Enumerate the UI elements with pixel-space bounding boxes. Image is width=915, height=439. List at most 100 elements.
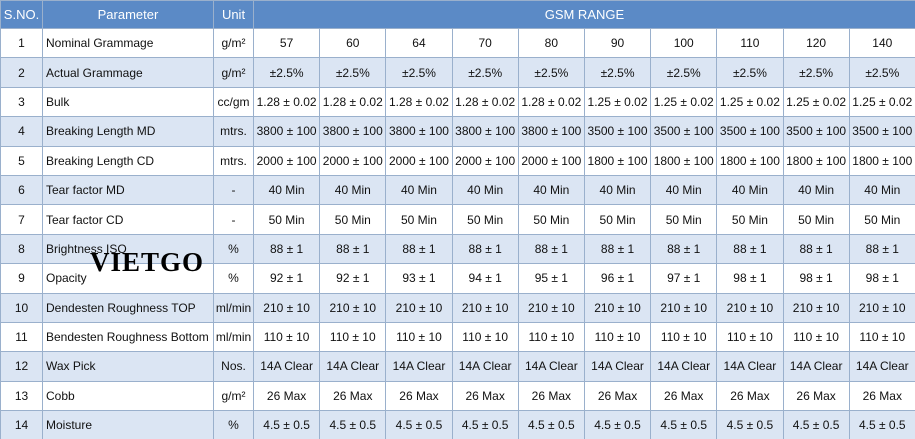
table-row: 1 Nominal Grammage g/m² 57 60 64 70 80 90 100 110 1… bbox=[0, 27, 915, 59]
value-cell: 3800 ± 100 bbox=[385, 116, 453, 147]
value-cell: 80 bbox=[517, 27, 585, 59]
sno-cell: 2 bbox=[0, 57, 43, 88]
table-row: 5 Breaking Length CD mtrs. 2000 ± 100 2000 ±… bbox=[0, 145, 915, 176]
value-cell: 40 Min bbox=[782, 174, 850, 206]
sno-cell: 1 bbox=[0, 27, 43, 59]
value-cell: 14A Clear bbox=[716, 351, 784, 382]
value-cell: 1800 ± 100 bbox=[782, 145, 850, 176]
value-cell: 110 ± 10 bbox=[385, 321, 453, 353]
value-cell: 64 bbox=[385, 27, 453, 59]
value-cell: 210 ± 10 bbox=[716, 292, 784, 323]
value-cell: 88 ± 1 bbox=[385, 233, 453, 265]
value-cell: 14A Clear bbox=[650, 351, 718, 382]
value-cell: 210 ± 10 bbox=[782, 292, 850, 323]
table-row: 11 Bendesten Roughness Bottom ml/min 110 ± … bbox=[0, 321, 915, 353]
table-row: 14 Moisture% 4.5 ± 0.5 4.5 ± 0.5 4.5 ± 0.5 4.… bbox=[0, 410, 915, 439]
value-cell: 98 ± 1 bbox=[716, 263, 784, 294]
value-cell: 40 Min bbox=[451, 174, 519, 206]
value-cell: 110 ± 10 bbox=[517, 321, 585, 353]
value-cell: 26 Max bbox=[451, 380, 519, 412]
value-cell: 110 ± 10 bbox=[848, 321, 915, 353]
value-cell: ±2.5% bbox=[650, 57, 718, 88]
header-cell: S.NO. bbox=[0, 0, 43, 29]
value-cell: 210 ± 10 bbox=[848, 292, 915, 323]
unit-cell: g/m² bbox=[213, 380, 254, 412]
sno-cell: 5 bbox=[0, 145, 43, 176]
value-cell: 3500 ± 100 bbox=[848, 116, 915, 147]
value-cell: 210 ± 10 bbox=[583, 292, 652, 323]
value-cell: 26 Max bbox=[319, 380, 387, 412]
value-cell: 50 Min bbox=[252, 204, 321, 235]
value-cell: 1800 ± 100 bbox=[716, 145, 784, 176]
value-cell: 88 ± 1 bbox=[451, 233, 519, 265]
value-cell: 92 ± 1 bbox=[252, 263, 321, 294]
unit-cell: g/m² bbox=[213, 57, 254, 88]
value-cell: ±2.5% bbox=[517, 57, 585, 88]
unit-cell: - bbox=[213, 174, 254, 206]
unit-cell: % bbox=[213, 410, 254, 439]
value-cell: 14A Clear bbox=[385, 351, 453, 382]
value-cell: 40 Min bbox=[716, 174, 784, 206]
value-cell: 1.25 ± 0.02 bbox=[848, 86, 915, 118]
value-cell: 2000 ± 100 bbox=[319, 145, 387, 176]
table-row: 12 Wax Pick Nos. 14A Clear 14A Clear 14A Clea… bbox=[0, 351, 915, 382]
value-cell: 88 ± 1 bbox=[782, 233, 850, 265]
value-cell: 70 bbox=[451, 27, 519, 59]
parameter-cell: Dendesten Roughness TOP bbox=[42, 292, 214, 323]
table-row: 8 Brightness ISO% 88 ± 1 88 ± 1 88 ± 1 88 ± 1… bbox=[0, 233, 915, 265]
value-cell: 14A Clear bbox=[583, 351, 652, 382]
parameter-cell: Tear factor MD bbox=[42, 174, 214, 206]
value-cell: 4.5 ± 0.5 bbox=[451, 410, 519, 439]
value-cell: 40 Min bbox=[385, 174, 453, 206]
value-cell: 4.5 ± 0.5 bbox=[252, 410, 321, 439]
value-cell: 50 Min bbox=[517, 204, 585, 235]
value-cell: 210 ± 10 bbox=[650, 292, 718, 323]
unit-cell: ml/min bbox=[213, 292, 254, 323]
value-cell: ±2.5% bbox=[716, 57, 784, 88]
value-cell: ±2.5% bbox=[451, 57, 519, 88]
sno-cell: 7 bbox=[0, 204, 43, 235]
header-cell: Unit bbox=[213, 0, 254, 29]
parameter-cell: Bendesten Roughness Bottom bbox=[42, 321, 214, 353]
value-cell: 3500 ± 100 bbox=[583, 116, 652, 147]
value-cell: 1800 ± 100 bbox=[848, 145, 915, 176]
value-cell: 210 ± 10 bbox=[319, 292, 387, 323]
sno-cell: 8 bbox=[0, 233, 43, 265]
unit-cell: - bbox=[213, 204, 254, 235]
parameter-cell: Breaking Length MD bbox=[42, 116, 214, 147]
value-cell: 50 Min bbox=[716, 204, 784, 235]
value-cell: 110 ± 10 bbox=[782, 321, 850, 353]
value-cell: 1.28 ± 0.02 bbox=[319, 86, 387, 118]
value-cell: 26 Max bbox=[650, 380, 718, 412]
value-cell: 14A Clear bbox=[782, 351, 850, 382]
header-row: S.NO. Parameter Unit GSM RANGE bbox=[0, 0, 915, 29]
value-cell: 14A Clear bbox=[517, 351, 585, 382]
table-body: 1 Nominal Grammage g/m² 57 60 64 70 80 90 100 110 1… bbox=[0, 27, 915, 439]
table-row: 13 Cobb g/m² 26 Max 26 Max 26 Max 26 Max 26 Max… bbox=[0, 380, 915, 412]
value-cell: ±2.5% bbox=[848, 57, 915, 88]
sno-cell: 9 bbox=[0, 263, 43, 294]
value-cell: 88 ± 1 bbox=[716, 233, 784, 265]
value-cell: 4.5 ± 0.5 bbox=[782, 410, 850, 439]
value-cell: 40 Min bbox=[252, 174, 321, 206]
unit-cell: ml/min bbox=[213, 321, 254, 353]
table-row: 10 Dendesten Roughness TOP ml/min 210 ± 10 2… bbox=[0, 292, 915, 323]
value-cell: 26 Max bbox=[252, 380, 321, 412]
value-cell: 3800 ± 100 bbox=[252, 116, 321, 147]
value-cell: 14A Clear bbox=[252, 351, 321, 382]
value-cell: 4.5 ± 0.5 bbox=[583, 410, 652, 439]
value-cell: 96 ± 1 bbox=[583, 263, 652, 294]
parameter-cell: Tear factor CD bbox=[42, 204, 214, 235]
value-cell: 50 Min bbox=[848, 204, 915, 235]
value-cell: 3500 ± 100 bbox=[782, 116, 850, 147]
value-cell: 40 Min bbox=[517, 174, 585, 206]
value-cell: 2000 ± 100 bbox=[517, 145, 585, 176]
value-cell: 50 Min bbox=[451, 204, 519, 235]
unit-cell: Nos. bbox=[213, 351, 254, 382]
value-cell: 1.25 ± 0.02 bbox=[716, 86, 784, 118]
value-cell: 92 ± 1 bbox=[319, 263, 387, 294]
parameter-cell: Moisture bbox=[42, 410, 214, 439]
value-cell: 50 Min bbox=[650, 204, 718, 235]
